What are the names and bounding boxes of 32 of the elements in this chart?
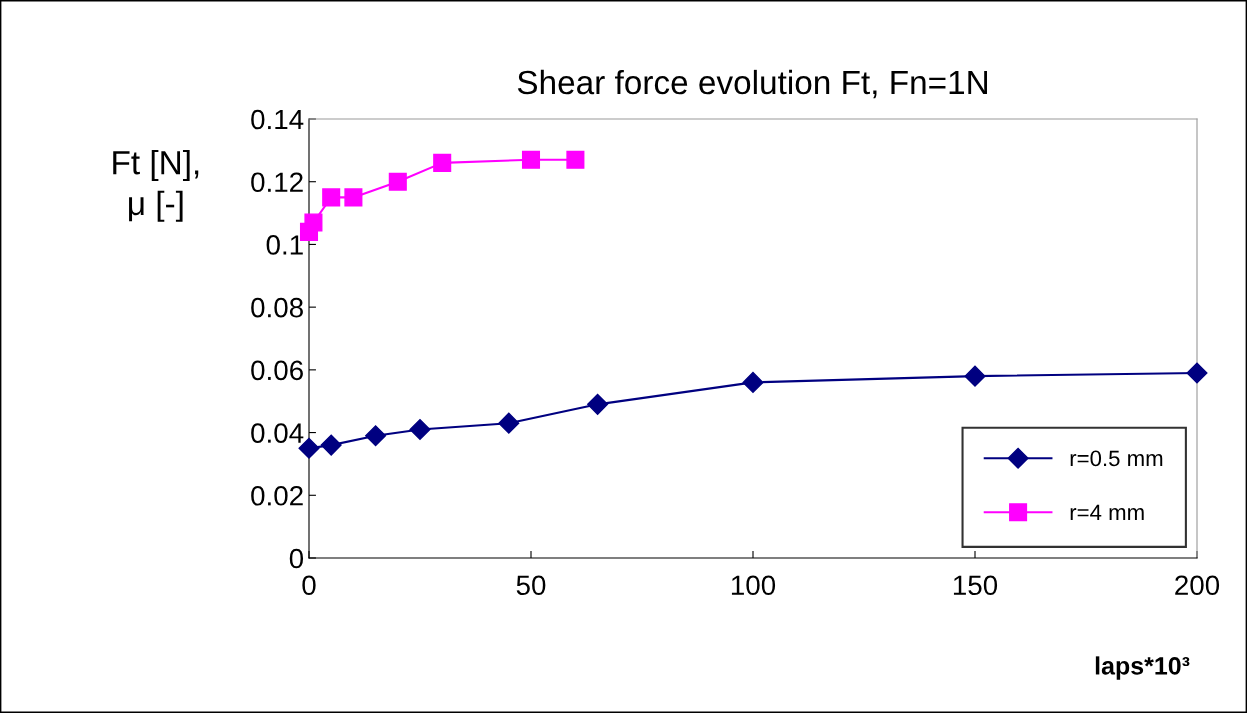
x-tick-label: 100 [731,575,776,596]
chart-title: Shear force evolution Ft, Fn=1N [517,69,987,99]
point [587,393,609,415]
legend-label: r=0.5 mm [1070,450,1163,467]
y-tick-label: 0.02 [251,485,303,506]
point [365,425,387,447]
point [320,434,342,456]
point [566,150,585,169]
y-tick-label: 0.12 [251,172,303,193]
point [304,213,323,232]
point [388,172,407,191]
point [964,365,986,387]
y-tick-label: 0 [289,548,304,569]
point [433,153,452,172]
point [344,188,363,207]
point [409,418,431,440]
y-axis-title: Ft [N], μ [-] [113,150,199,222]
y-tick-label: 0.1 [266,235,303,255]
point [521,150,541,169]
x-axis-title: laps*10³ [1095,656,1190,680]
y-tick-label: 0.04 [251,423,304,443]
y-tick-label: 0.06 [251,360,303,381]
legend-label: r=4 mm [1070,504,1144,521]
point [498,412,520,434]
x-tick-label: 150 [953,575,998,596]
x-tick-label: 50 [516,575,546,596]
x-tick-label: 200 [1175,575,1220,596]
point [322,188,341,207]
y-tick-label: 0.14 [251,109,304,130]
point [742,371,764,393]
point [1186,362,1208,384]
y-tick-label: 0.08 [251,297,303,318]
